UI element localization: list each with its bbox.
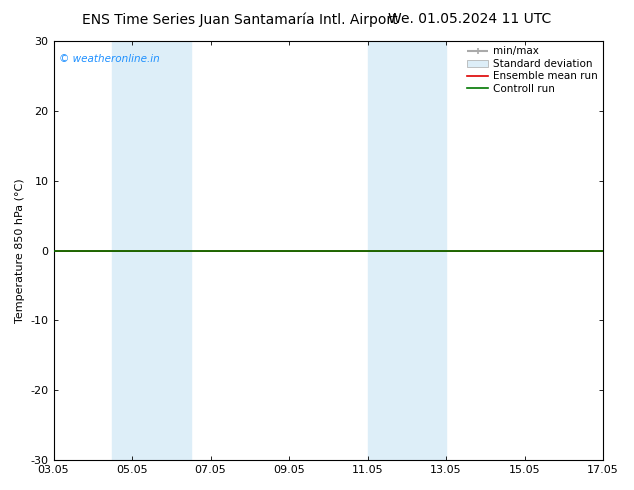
Bar (152, 41, 191, 460)
Y-axis label: Temperature 850 hPa (°C): Temperature 850 hPa (°C) (15, 178, 25, 323)
Text: We. 01.05.2024 11 UTC: We. 01.05.2024 11 UTC (389, 12, 552, 26)
Bar (112, 41, 152, 460)
Legend: min/max, Standard deviation, Ensemble mean run, Controll run: min/max, Standard deviation, Ensemble me… (465, 44, 600, 96)
Bar (407, 41, 446, 460)
Text: ENS Time Series Juan Santamaría Intl. Airport: ENS Time Series Juan Santamaría Intl. Ai… (82, 12, 398, 27)
Text: © weatheronline.in: © weatheronline.in (59, 53, 160, 64)
Bar (368, 41, 407, 460)
